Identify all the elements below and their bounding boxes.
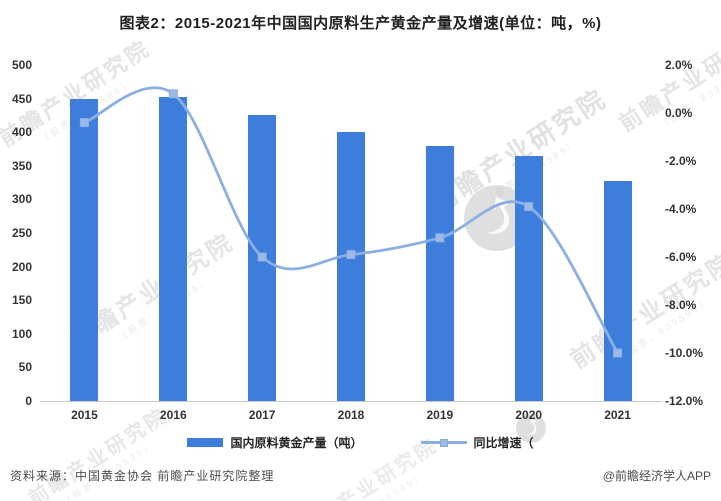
watermark-subtext: （股票：839599）: [307, 454, 449, 501]
bar-2018: [337, 132, 365, 401]
bar-2020: [514, 155, 543, 401]
left-axis-tick: 350: [11, 158, 32, 173]
right-axis-tick: -2.0%: [665, 154, 697, 168]
bar-2015: [70, 98, 99, 401]
x-axis-label-2020: 2020: [515, 408, 543, 422]
x-axis-label-2019: 2019: [426, 408, 454, 422]
left-axis-tick: 50: [18, 360, 32, 375]
left-axis-tick: 500: [11, 58, 32, 72]
plot-area: [40, 65, 662, 402]
legend-bar-label: 国内原料黄金产量（吨）: [230, 436, 363, 450]
left-axis-tick: 400: [11, 125, 32, 140]
right-axis-tick: 2.0%: [665, 58, 693, 72]
legend-item-growth: 同比增速（: [420, 434, 534, 451]
x-axis-label-2015: 2015: [71, 408, 98, 422]
legend-item-production: 国内原料黄金产量（吨）: [187, 434, 363, 451]
right-axis-tick: -10.0%: [665, 346, 704, 360]
left-axis-tick: 0: [25, 394, 32, 408]
x-axis-label-2021: 2021: [604, 408, 631, 422]
chart-title: 图表2：2015-2021年中国国内原料生产黄金产量及增速(单位：吨，%): [119, 15, 602, 32]
right-axis-tick: -6.0%: [665, 250, 697, 264]
x-axis-label-2018: 2018: [337, 408, 365, 422]
bar-2017: [248, 114, 277, 401]
data-source-text: 资料来源：中国黄金协会 前瞻产业研究院整理: [10, 469, 275, 483]
legend-line-label: 同比增速（: [473, 436, 534, 450]
right-axis-tick: -12.0%: [665, 394, 704, 408]
bar-2021: [603, 180, 632, 401]
right-axis-tick: 0.0%: [665, 106, 693, 120]
brand-credit-text: @前瞻经济学人APP: [602, 469, 711, 483]
left-axis-tick: 300: [11, 192, 32, 207]
left-axis-tick: 450: [11, 91, 32, 106]
left-axis-tick: 250: [11, 226, 32, 240]
legend: 国内原料黄金产量（吨） 同比增速（: [0, 434, 721, 451]
right-axis-tick: -8.0%: [665, 298, 697, 312]
x-axis-label-2017: 2017: [248, 408, 276, 422]
x-axis-label-2016: 2016: [159, 408, 187, 422]
legend-bar-swatch: [187, 438, 224, 447]
bar-2016: [159, 96, 188, 401]
right-axis-tick: -4.0%: [665, 202, 697, 216]
legend-line-marker-icon: [439, 439, 448, 447]
left-axis-tick: 100: [11, 326, 32, 341]
legend-line-swatch: [420, 438, 467, 447]
left-axis-tick: 200: [11, 259, 32, 274]
bar-2019: [425, 146, 454, 401]
left-axis-tick: 150: [11, 293, 32, 308]
